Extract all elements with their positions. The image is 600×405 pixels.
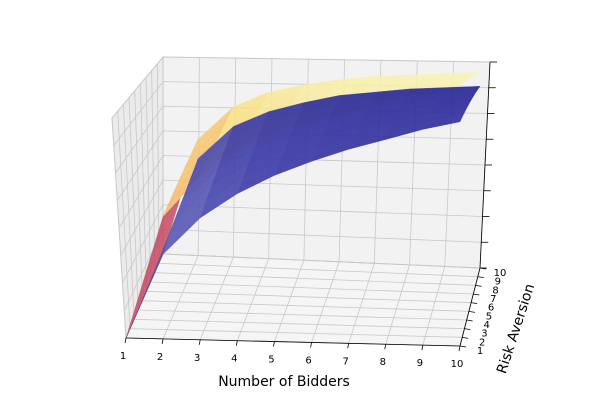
x-tick-label: 7 [342, 356, 348, 367]
y-tick-label: 10 [494, 268, 507, 279]
y-gridline [130, 328, 463, 338]
yz-gridline [128, 97, 139, 311]
y-gridline [158, 262, 478, 278]
y-gridline [150, 281, 474, 295]
y-tick-label: 6 [488, 303, 494, 314]
x-tick [161, 338, 164, 344]
surface-patch [440, 71, 481, 77]
y-tick [468, 310, 475, 313]
x-tick-label: 9 [417, 358, 423, 369]
y-tick-label: 1 [477, 346, 483, 357]
y-axis-line [459, 267, 481, 347]
yz-gridline [145, 77, 152, 283]
x-tick [310, 342, 312, 348]
x-axis-label: Number of Bidders [218, 374, 350, 390]
y-tick [477, 276, 484, 279]
y-gridline [138, 309, 467, 321]
yz-gridline [139, 84, 147, 292]
y-tick-label: 3 [481, 329, 487, 340]
yz-gridline [156, 63, 160, 264]
x-tick-label: 3 [194, 353, 200, 364]
x-tick [124, 337, 127, 344]
x-tick-label: 5 [268, 355, 274, 366]
x-tick [421, 345, 424, 351]
surface-patch [440, 86, 481, 94]
x-tick [347, 343, 350, 349]
x-tick-label: 1 [120, 351, 126, 362]
x-tick [273, 341, 275, 347]
y-gridline [134, 318, 465, 330]
y-tick [462, 336, 469, 339]
y-tick-label: 9 [495, 277, 501, 288]
y-tick [459, 345, 467, 348]
y-tick [475, 284, 482, 287]
y-tick [471, 302, 478, 305]
x-tick-label: 8 [380, 357, 386, 368]
x-axis-line [125, 337, 461, 347]
y-tick [466, 319, 473, 322]
y-gridline [154, 272, 476, 286]
x-tick-label: 6 [305, 355, 311, 366]
y-tick-label: 5 [486, 311, 492, 322]
surface-second [125, 86, 481, 339]
yz-gridline [117, 111, 131, 329]
y-tick-label: 8 [492, 285, 498, 296]
x-tick-label: 10 [451, 359, 464, 370]
surfaces [125, 71, 481, 339]
y-axis-label: Risk Aversion [494, 282, 538, 376]
x-tick-label: 2 [157, 352, 163, 363]
y-gridline [146, 290, 472, 304]
y-tick-label: 4 [483, 320, 489, 331]
x-tick [458, 345, 461, 352]
x-tick-label: 4 [231, 354, 237, 365]
yz-gridline [122, 104, 135, 320]
yz-gridline [151, 70, 156, 273]
y-tick [473, 293, 480, 296]
y-gridline [142, 300, 469, 312]
y-tick-label: 2 [479, 337, 485, 348]
x-tick [384, 344, 387, 350]
yz-gridline [111, 117, 127, 339]
x-tick [235, 340, 238, 346]
yz-gridline [134, 90, 143, 301]
x-tick [198, 339, 201, 345]
y-tick-label: 7 [490, 294, 496, 305]
y-tick [464, 328, 471, 331]
